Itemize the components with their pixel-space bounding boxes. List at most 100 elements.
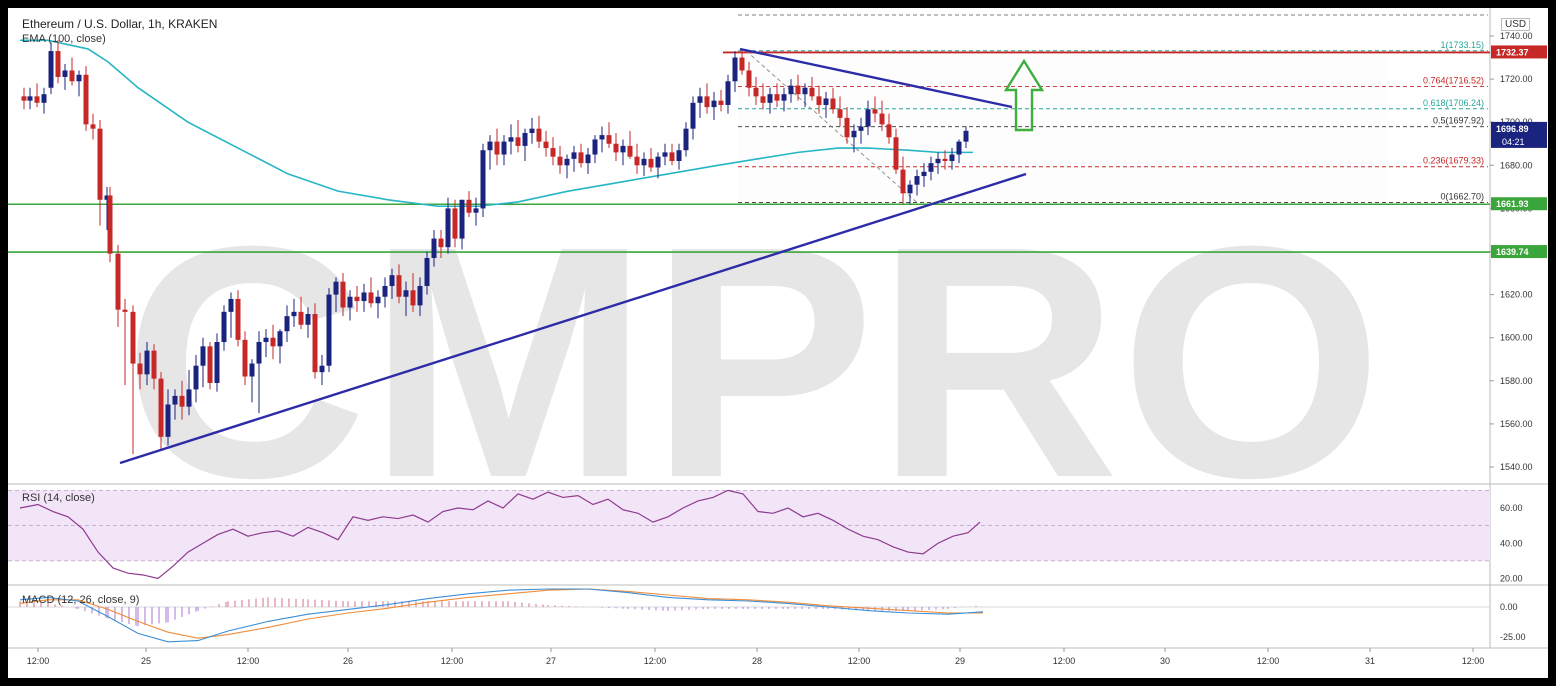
currency-button[interactable]: USD (1501, 18, 1531, 31)
candle-body (767, 94, 773, 103)
support-price-label: 1661.93 (1496, 199, 1529, 209)
current-price-label-countdown: 04:21 (1502, 137, 1525, 147)
candle-body (963, 130, 969, 142)
candle-body (235, 298, 241, 340)
candle-body (893, 137, 899, 170)
candle-body (214, 342, 220, 383)
up-arrow-icon (1003, 58, 1045, 132)
candle-body (564, 158, 570, 166)
candle-body (522, 132, 528, 146)
candle-body (97, 128, 103, 200)
candle-body (851, 130, 857, 138)
time-axis-label: 12:00 (27, 656, 50, 666)
candle-body (879, 113, 885, 125)
price-tick-label: 1740.00 (1500, 31, 1533, 41)
candle-body (90, 124, 96, 129)
candle-body (473, 208, 479, 213)
price-chart[interactable]: CMPRO1740.001720.001700.001680.001660.00… (8, 8, 1548, 678)
candle-body (844, 117, 850, 138)
candle-body (249, 363, 255, 377)
price-tick-label: 1580.00 (1500, 376, 1533, 386)
candle-body (382, 285, 388, 297)
fib-level-label: 0.618(1706.24) (1423, 98, 1484, 108)
candle-body (571, 152, 577, 159)
candle-body (914, 176, 920, 185)
ema-legend: EMA (100, close) (22, 33, 106, 45)
support-price-label-bg (1491, 245, 1547, 259)
candle-body (333, 281, 339, 295)
candle-body (494, 141, 500, 155)
candle-body (935, 158, 941, 164)
macd-line (19, 588, 984, 643)
candle-body (515, 137, 521, 146)
current-price-label-bg (1491, 121, 1547, 148)
candle-body (200, 346, 206, 366)
candle-body (354, 296, 360, 302)
candle-body (151, 350, 157, 379)
candle-body (221, 311, 227, 343)
candle-body (739, 57, 745, 71)
candle-body (130, 311, 136, 364)
price-tick-label: 1620.00 (1500, 290, 1533, 300)
candle-body (508, 137, 514, 142)
candle-body (21, 96, 27, 101)
candle-body (144, 350, 150, 375)
chart-title: Ethereum / U.S. Dollar, 1h, KRAKEN (22, 17, 218, 31)
time-axis-label: 12:00 (1462, 656, 1485, 666)
candle-body (774, 94, 780, 101)
candle-body (410, 290, 416, 306)
signal-line (19, 588, 983, 639)
candle-body (795, 85, 801, 95)
candle-body (312, 313, 318, 373)
candle-body (228, 298, 234, 312)
fib-level-label: 0.236(1679.33) (1423, 156, 1484, 166)
candle-body (284, 316, 290, 332)
time-axis-label: 25 (141, 656, 151, 666)
candle-body (368, 292, 374, 304)
candle-body (242, 339, 248, 377)
rsi-tick-label: 40.00 (1500, 538, 1523, 548)
candle-body (599, 135, 605, 140)
candle-body (207, 346, 213, 383)
candle-body (459, 199, 465, 239)
candle-body (634, 156, 640, 166)
candle-body (683, 128, 689, 151)
candle-body (417, 285, 423, 306)
candle-body (347, 296, 353, 308)
candle-body (956, 141, 962, 155)
candle-body (655, 156, 661, 168)
macd-tick-label: -25.00 (1500, 632, 1526, 642)
candle-body (529, 128, 535, 133)
macd-legend: MACD (12, 26, close, 9) (22, 594, 140, 606)
candle-body (389, 275, 395, 286)
candle-body (760, 96, 766, 103)
candle-body (501, 141, 507, 155)
candle-body (104, 195, 110, 200)
candle-body (949, 154, 955, 161)
time-axis-label: 27 (546, 656, 556, 666)
time-axis-label: 12:00 (441, 656, 464, 666)
candle-body (907, 184, 913, 194)
candle-body (725, 81, 731, 105)
time-axis-label: 12:00 (644, 656, 667, 666)
rsi-line (19, 489, 981, 580)
ema-line (20, 39, 973, 208)
candle-body (942, 158, 948, 161)
time-axis-label: 12:00 (1257, 656, 1280, 666)
candle-body (452, 208, 458, 239)
candle-body (76, 74, 82, 82)
candle-body (305, 313, 311, 325)
candle-body (445, 208, 451, 248)
candle-body (41, 94, 47, 103)
candle-body (431, 238, 437, 258)
candle-body (788, 85, 794, 95)
candle-body (298, 311, 304, 325)
candle-body (802, 87, 808, 95)
price-tick-label: 1720.00 (1500, 74, 1533, 84)
rsi-tick-label: 60.00 (1500, 503, 1523, 513)
candle-body (122, 309, 128, 312)
candle-body (669, 152, 675, 161)
time-axis-label: 12:00 (848, 656, 871, 666)
candle-body (641, 158, 647, 166)
candle-body (396, 275, 402, 297)
